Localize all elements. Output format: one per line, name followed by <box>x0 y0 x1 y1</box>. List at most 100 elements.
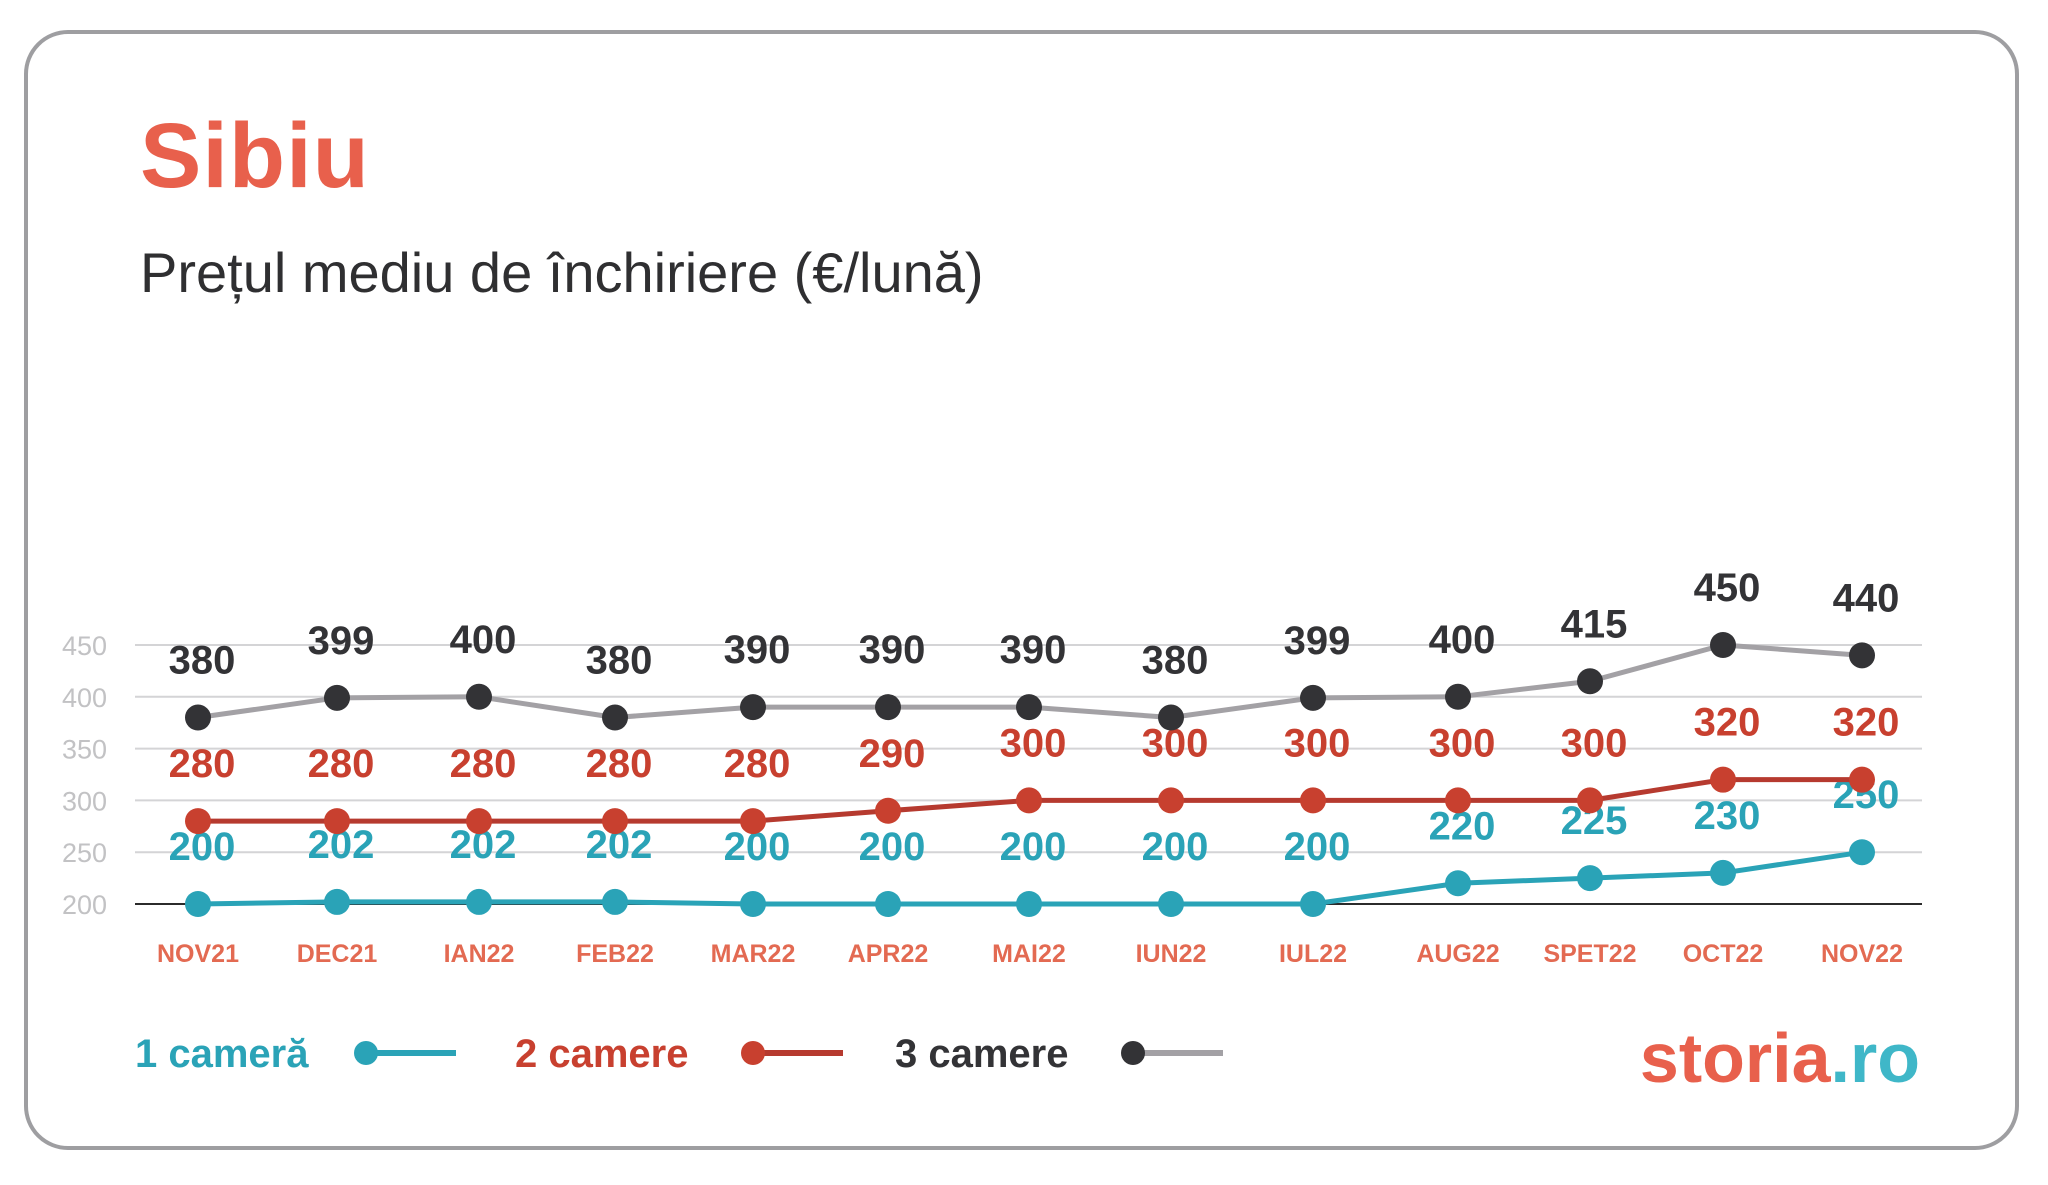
data-label: 390 <box>1000 628 1067 672</box>
y-tick-label: 350 <box>62 735 107 765</box>
data-label: 200 <box>1284 825 1351 869</box>
chart-card <box>24 30 2019 1150</box>
data-label: 230 <box>1694 794 1761 838</box>
data-label: 320 <box>1694 701 1761 745</box>
data-point <box>1849 839 1875 866</box>
y-tick-label: 450 <box>62 631 107 661</box>
data-label: 280 <box>724 742 791 786</box>
data-point <box>1016 891 1042 917</box>
x-tick-label: SPET22 <box>1543 940 1636 968</box>
data-point <box>1445 787 1471 814</box>
data-point <box>602 888 628 915</box>
legend-marker <box>741 1041 765 1065</box>
x-tick-label: NOV22 <box>1821 940 1903 968</box>
page-title: Sibiu <box>140 105 370 207</box>
brand-logo-part1: storia <box>1639 1019 1831 1097</box>
data-point <box>1300 891 1326 917</box>
data-label: 320 <box>1833 701 1900 745</box>
y-tick-label: 200 <box>62 890 107 920</box>
data-point <box>1445 683 1471 710</box>
data-point <box>1849 766 1875 793</box>
data-point <box>875 694 901 721</box>
y-tick-label: 300 <box>62 786 107 816</box>
data-label: 450 <box>1694 566 1761 610</box>
data-point <box>1016 694 1042 721</box>
data-point <box>1577 865 1603 892</box>
data-point <box>1577 668 1603 695</box>
data-point <box>466 808 492 835</box>
legend-marker <box>354 1041 378 1065</box>
data-point <box>1849 642 1875 669</box>
y-tick-label: 400 <box>62 683 107 713</box>
data-label: 280 <box>450 742 517 786</box>
y-tick-label: 250 <box>62 838 107 868</box>
x-tick-label: MAI22 <box>992 940 1066 968</box>
data-point <box>466 683 492 710</box>
data-label: 280 <box>586 742 653 786</box>
data-point <box>740 808 766 835</box>
data-label: 300 <box>1284 721 1351 765</box>
data-label: 280 <box>169 742 236 786</box>
data-point <box>185 808 211 835</box>
data-label: 300 <box>1561 721 1628 765</box>
data-label: 380 <box>586 639 653 683</box>
data-point <box>1577 787 1603 814</box>
data-label: 280 <box>308 742 375 786</box>
data-label: 290 <box>859 732 926 776</box>
data-point <box>1158 787 1184 814</box>
data-point <box>875 891 901 917</box>
data-point <box>1445 870 1471 897</box>
legend-label: 1 cameră <box>135 1032 309 1076</box>
data-label: 399 <box>308 619 375 663</box>
data-point <box>1158 891 1184 917</box>
data-label: 390 <box>859 628 926 672</box>
brand-logo-part2: .ro <box>1830 1019 1920 1097</box>
x-tick-label: MAR22 <box>711 940 796 968</box>
data-point <box>1300 684 1326 711</box>
x-tick-label: OCT22 <box>1683 940 1764 968</box>
brand-logo: storia.ro <box>1640 1018 1920 1098</box>
x-tick-label: NOV21 <box>157 940 239 968</box>
data-point <box>1158 704 1184 731</box>
x-tick-label: IUL22 <box>1279 940 1347 968</box>
x-tick-label: APR22 <box>848 940 929 968</box>
x-tick-label: IUN22 <box>1136 940 1207 968</box>
data-point <box>602 808 628 835</box>
data-point <box>602 704 628 731</box>
data-label: 200 <box>1000 825 1067 869</box>
data-label: 440 <box>1833 576 1900 620</box>
legend-marker <box>1121 1041 1145 1065</box>
data-point <box>466 888 492 915</box>
data-point <box>185 891 211 917</box>
data-label: 400 <box>1429 618 1496 662</box>
data-label: 300 <box>1000 721 1067 765</box>
data-label: 399 <box>1284 619 1351 663</box>
x-tick-label: FEB22 <box>576 940 654 968</box>
x-tick-label: IAN22 <box>444 940 515 968</box>
data-label: 415 <box>1561 602 1628 646</box>
data-label: 380 <box>1142 639 1209 683</box>
data-label: 300 <box>1429 721 1496 765</box>
data-label: 380 <box>169 639 236 683</box>
data-point <box>875 797 901 824</box>
data-point <box>1710 766 1736 793</box>
data-point <box>1710 859 1736 886</box>
x-tick-label: AUG22 <box>1416 940 1499 968</box>
data-point <box>1016 787 1042 814</box>
data-point <box>1300 787 1326 814</box>
legend-label: 3 camere <box>895 1032 1068 1076</box>
data-point <box>740 694 766 721</box>
data-label: 390 <box>724 628 791 672</box>
data-point <box>324 684 350 711</box>
data-point <box>185 704 211 731</box>
data-point <box>324 888 350 915</box>
data-label: 200 <box>1142 825 1209 869</box>
legend-label: 2 camere <box>515 1032 688 1076</box>
x-tick-label: DEC21 <box>297 940 378 968</box>
data-point <box>1710 632 1736 658</box>
data-label: 200 <box>859 825 926 869</box>
data-label: 400 <box>450 618 517 662</box>
chart-subtitle: Prețul mediu de închiriere (€/lună) <box>140 241 984 304</box>
data-point <box>740 891 766 917</box>
